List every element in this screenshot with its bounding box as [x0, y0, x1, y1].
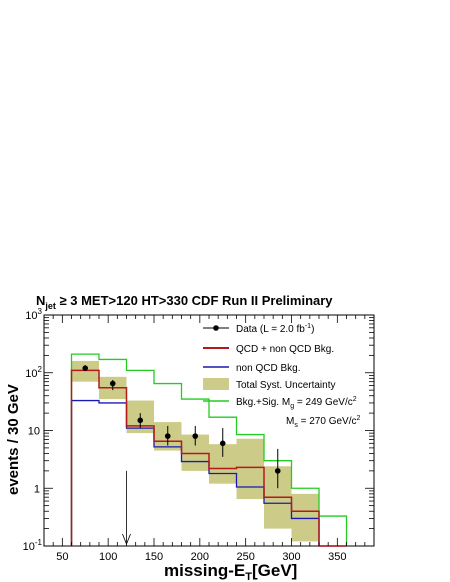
title-jet-sub: jet — [44, 301, 56, 311]
legend-data-marker — [213, 325, 219, 331]
data-points — [82, 365, 281, 489]
x-tick-label: 300 — [282, 551, 300, 563]
x-tick-label: 50 — [56, 551, 68, 563]
band-bin — [291, 493, 319, 542]
y-tick-label: 102 — [25, 365, 42, 380]
legend-data-label: Data (L = 2.0 fb-1) — [236, 323, 314, 335]
chart-title: Njet ≥ 3 MET>120 HT>330 CDF Run II Preli… — [36, 293, 333, 311]
legend-qcd-label: QCD + non QCD Bkg. — [236, 344, 334, 355]
x-tick-label: 200 — [191, 551, 209, 563]
data-point — [164, 433, 171, 439]
x-tick-label: 350 — [328, 551, 346, 563]
band-bin — [236, 438, 264, 500]
cut-arrow — [122, 470, 131, 546]
uncertainty-band — [71, 360, 319, 542]
y-axis-ticks: 10-1 1 10 102 103 — [23, 307, 374, 553]
y-tick-label: 103 — [25, 307, 42, 322]
data-point — [219, 440, 226, 447]
x-axis-label: missing-ET[GeV] — [164, 561, 297, 582]
data-point — [274, 468, 281, 474]
legend-syst-label: Total Syst. Uncertainty — [236, 380, 335, 391]
data-point — [137, 417, 144, 424]
legend-syst-box — [203, 378, 229, 390]
band-bin — [71, 360, 99, 382]
legend-nonqcd-label: non QCD Bkg. — [236, 363, 300, 374]
series-line-qcd-total — [70, 369, 347, 547]
title-rest: ≥ 3 MET>120 HT>330 CDF Run II Preliminar… — [56, 293, 333, 308]
x-tick-label: 250 — [236, 551, 254, 563]
legend-sig-label: Bkg.+Sig. Mg = 249 GeV/c2 — [236, 396, 357, 410]
data-point — [82, 365, 89, 371]
y-tick-label: 10 — [28, 426, 40, 438]
legend: Data (L = 2.0 fb-1) QCD + non QCD Bkg. n… — [203, 323, 361, 429]
legend-ms-label: Ms = 270 GeV/c2 — [286, 415, 361, 429]
x-axis-ticks: 50 100 150 200 250 300 350 — [52, 315, 366, 563]
data-point — [192, 433, 199, 439]
x-tick-label: 150 — [145, 551, 163, 563]
histogram-series — [70, 353, 348, 547]
x-tick-label: 100 — [99, 551, 117, 563]
y-tick-label: 1 — [34, 483, 40, 495]
y-tick-label: 10-1 — [23, 538, 43, 553]
title-n: N — [36, 293, 45, 308]
data-point — [109, 380, 116, 387]
series-line-bkg-sig — [70, 353, 348, 546]
y-axis-label: events / 30 GeV — [5, 384, 22, 495]
